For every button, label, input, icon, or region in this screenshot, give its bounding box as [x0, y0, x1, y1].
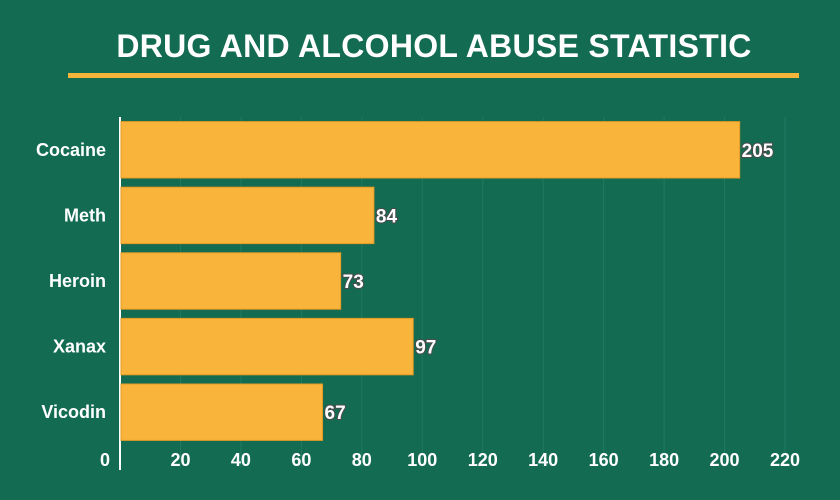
category-label: Vicodin: [41, 402, 106, 422]
chart-title: DRUG AND ALCOHOL ABUSE STATISTIC: [116, 28, 752, 64]
x-tick-label: 40: [231, 450, 251, 470]
category-label: Cocaine: [36, 140, 106, 160]
data-label: 67: [325, 403, 346, 424]
data-label: 205: [742, 141, 774, 162]
bars: [120, 121, 741, 441]
labels: 0 20 40 60 80 100 120 140 160 180 200 220 Cocaine 205…: [36, 140, 800, 470]
x-tick-label: 20: [170, 450, 190, 470]
x-tick-label: 80: [352, 450, 372, 470]
bar: [120, 252, 342, 310]
x-tick-label: 100: [407, 450, 437, 470]
bar: [120, 317, 414, 376]
x-tick-label: 120: [468, 450, 498, 470]
category-label: Xanax: [53, 337, 106, 357]
x-tick-label: 200: [710, 450, 740, 470]
category-label: Meth: [64, 205, 106, 225]
bar: [120, 186, 375, 245]
title-underline: [68, 73, 799, 78]
x-tick-label: 140: [528, 450, 558, 470]
x-tick-label: 220: [770, 450, 800, 470]
x-tick-label: 180: [649, 450, 679, 470]
bar: [120, 121, 741, 179]
data-label: 73: [343, 272, 364, 293]
data-label: 97: [415, 338, 436, 359]
category-label: Heroin: [49, 271, 106, 291]
x-tick-label: 160: [589, 450, 619, 470]
bar: [120, 383, 324, 441]
x-tick-label: 0: [100, 450, 110, 470]
x-tick-label: 60: [291, 450, 311, 470]
data-label: 84: [376, 206, 398, 227]
